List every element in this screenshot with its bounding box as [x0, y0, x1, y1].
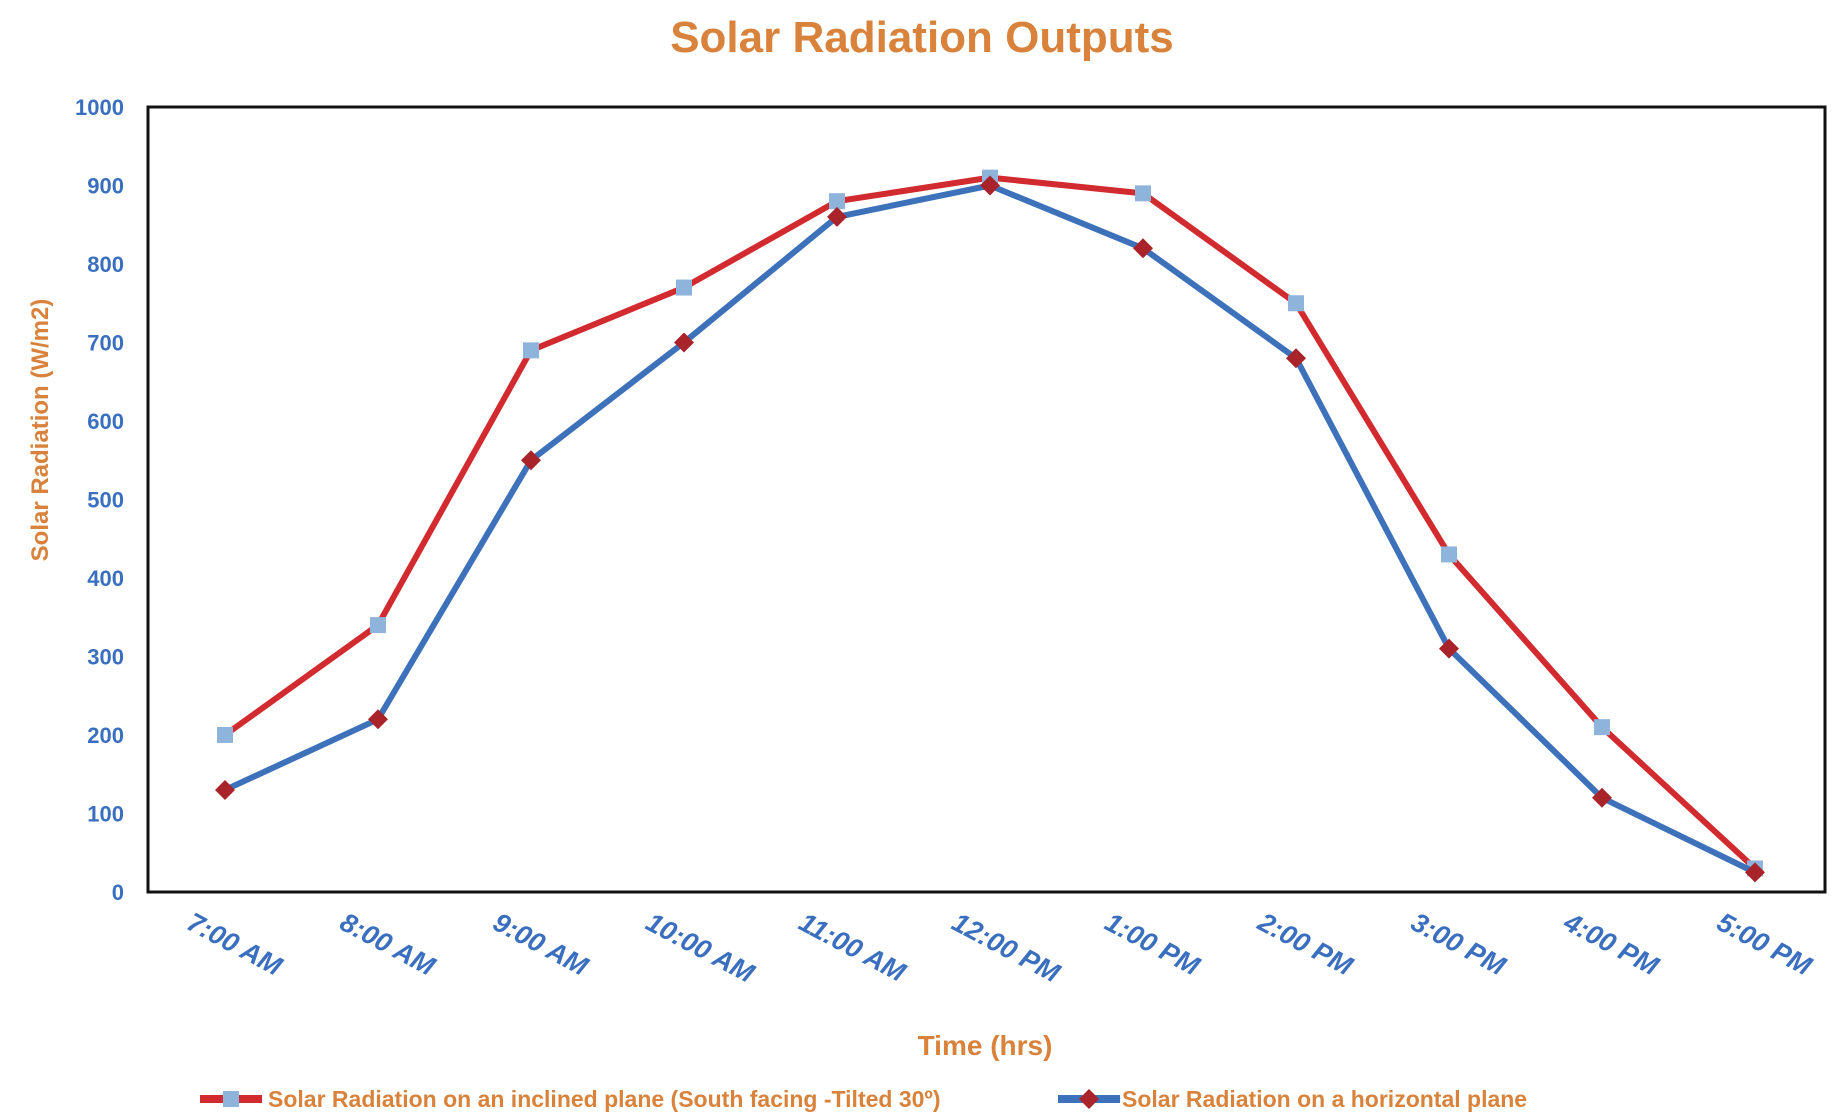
y-tick-label: 600 [87, 409, 124, 434]
data-point [829, 193, 845, 210]
legend: Solar Radiation on an inclined plane (So… [200, 1086, 1527, 1112]
y-tick-label: 1000 [75, 95, 124, 120]
x-tick-label: 11:00 AM [794, 907, 911, 988]
y-tick-label: 0 [112, 880, 124, 905]
series-layer [215, 169, 1765, 883]
y-tick-label: 200 [87, 723, 124, 748]
x-tick-label: 9:00 AM [488, 907, 593, 982]
y-tick-label: 500 [87, 488, 124, 513]
data-point [1288, 295, 1304, 312]
y-axis-label: Solar Radiation (W/m2) [27, 299, 54, 562]
legend-item: Solar Radiation on a horizontal plane [1058, 1086, 1527, 1112]
x-tick-label: 7:00 AM [182, 907, 287, 982]
series-1 [217, 169, 1763, 877]
data-point [1133, 238, 1153, 259]
legend-label: Solar Radiation on an inclined plane (So… [268, 1086, 940, 1112]
series-line [222, 174, 1758, 872]
y-tick-label: 900 [87, 174, 124, 199]
x-tick-label: 12:00 PM [947, 907, 1065, 989]
y-tick-label: 400 [87, 566, 124, 591]
data-point [1441, 546, 1457, 563]
data-point [521, 450, 541, 471]
x-tick-label: 10:00 AM [641, 907, 759, 989]
series-2 [215, 175, 1765, 883]
data-point [827, 206, 847, 227]
data-point [368, 709, 388, 730]
x-tick-label: 8:00 AM [335, 907, 440, 982]
y-tick-label: 800 [87, 252, 124, 277]
data-point [523, 342, 539, 359]
data-point [1439, 638, 1459, 659]
data-point [1594, 719, 1610, 736]
x-axis-label: Time (hrs) [918, 1030, 1053, 1061]
legend-marker [223, 1091, 239, 1107]
data-point [1135, 185, 1151, 202]
y-axis-ticks: 0 100 200 300 400 500 600 700 800 900 1000 [75, 95, 124, 905]
chart-title: Solar Radiation Outputs [670, 13, 1174, 62]
x-tick-label: 1:00 PM [1100, 907, 1205, 982]
x-tick-label: 3:00 PM [1406, 907, 1511, 982]
data-point [1592, 787, 1612, 808]
x-tick-label: 5:00 PM [1712, 907, 1817, 982]
x-axis-ticks: 7:00 AM 8:00 AM 9:00 AM 10:00 AM 11:00 AM 12:… [182, 906, 1817, 988]
y-tick-label: 100 [87, 802, 124, 827]
data-point [676, 279, 692, 296]
data-point [674, 332, 694, 353]
y-tick-label: 700 [87, 331, 124, 356]
data-point [1286, 348, 1306, 369]
data-point [215, 779, 235, 800]
x-tick-label: 2:00 PM [1252, 906, 1358, 981]
x-tick-label: 4:00 PM [1558, 906, 1664, 981]
data-point [1745, 862, 1765, 883]
legend-label: Solar Radiation on a horizontal plane [1122, 1086, 1527, 1112]
legend-item: Solar Radiation on an inclined plane (So… [200, 1086, 940, 1112]
legend-marker [1079, 1089, 1099, 1109]
data-point [980, 175, 1000, 196]
series-line [222, 182, 1758, 876]
data-point [370, 617, 386, 634]
y-tick-label: 300 [87, 645, 124, 670]
data-point [217, 727, 233, 743]
plot-area [146, 105, 1827, 894]
